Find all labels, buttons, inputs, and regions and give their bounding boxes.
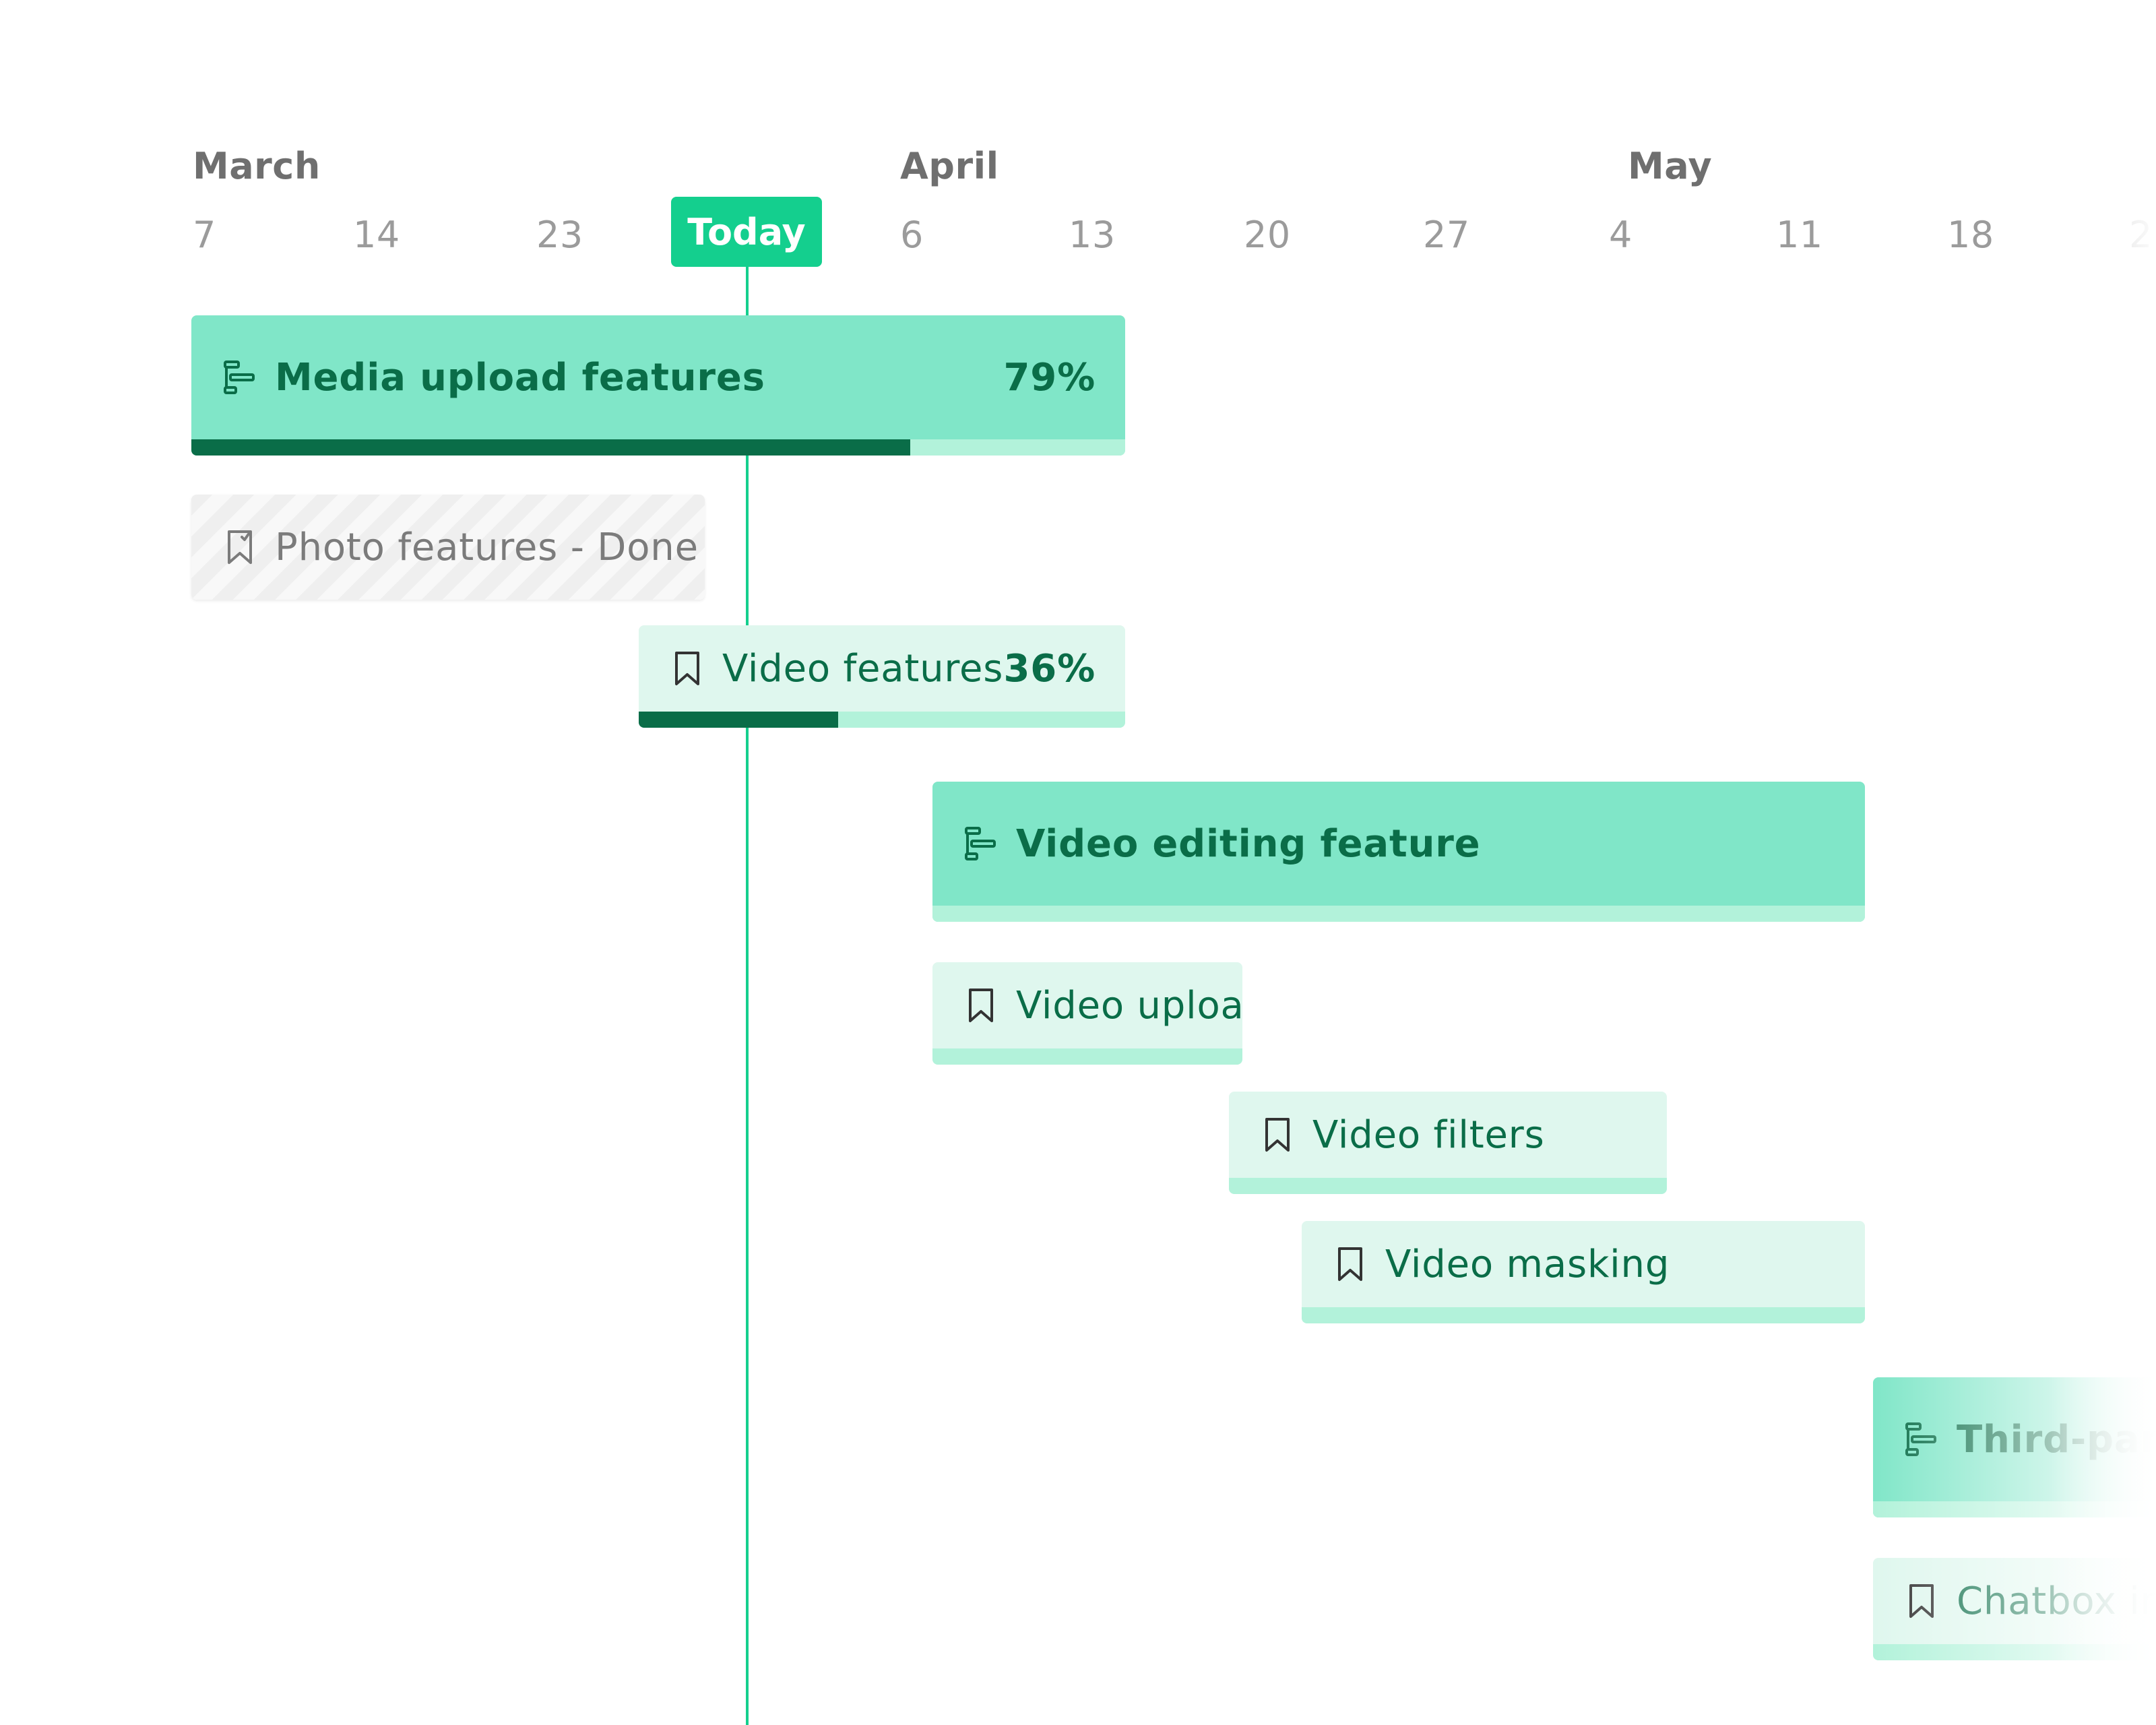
progress-fill [191, 439, 911, 456]
bookmark-check-icon [221, 525, 259, 569]
roadmap-icon [1903, 1417, 1940, 1462]
progress-track [1229, 1178, 1667, 1194]
progress-fill [639, 712, 839, 728]
progress-percent: 79% [1003, 355, 1096, 400]
story-bar-chatbox-in[interactable]: Chatbox in [1873, 1558, 2156, 1660]
story-bar-video-filters[interactable]: Video filters [1229, 1092, 1667, 1194]
story-bar-video-upload[interactable]: Video upload [932, 962, 1242, 1065]
story-label: Photo features - Done [275, 525, 699, 569]
progress-track [639, 712, 1125, 728]
story-bar-video-masking[interactable]: Video masking [1302, 1221, 1865, 1323]
bookmark-icon [1259, 1112, 1296, 1157]
timeline-day: 13 [1069, 214, 1116, 256]
story-label: Video filters [1312, 1112, 1545, 1157]
timeline-month-april: April [900, 145, 999, 187]
timeline-day: 14 [353, 214, 400, 256]
timeline-day: 7 [193, 214, 216, 256]
progress-track [191, 439, 1125, 456]
bookmark-icon [668, 646, 706, 691]
bookmark-icon [1903, 1579, 1940, 1623]
timeline-month-may: May [1628, 145, 1713, 187]
bookmark-icon [1331, 1242, 1369, 1286]
timeline-day: 11 [1776, 214, 1823, 256]
story-label: Video upload [1016, 983, 1242, 1028]
story-label: Video features [722, 646, 1004, 691]
epic-bar-video-editing-feature[interactable]: Video editing feature [932, 782, 1865, 922]
timeline-day: 2 [2129, 214, 2153, 256]
story-label: Video masking [1385, 1242, 1670, 1286]
timeline-day: 4 [1609, 214, 1632, 256]
story-label: Chatbox in [1957, 1579, 2156, 1623]
progress-percent: 36% [1003, 646, 1096, 691]
timeline-day: 27 [1423, 214, 1470, 256]
epic-bar-third-part[interactable]: Third-part [1873, 1377, 2156, 1517]
epic-label: Media upload features [275, 355, 765, 400]
timeline-month-march: March [193, 145, 321, 187]
timeline-day: 20 [1244, 214, 1291, 256]
today-marker[interactable]: Today [671, 197, 822, 267]
timeline-day: 18 [1947, 214, 1994, 256]
roadmap-icon [221, 355, 259, 400]
progress-track [1873, 1644, 2156, 1660]
timeline-day: 23 [536, 214, 583, 256]
today-line [746, 267, 749, 1725]
progress-track [1873, 1501, 2156, 1517]
bookmark-icon [962, 983, 1000, 1028]
epic-label: Video editing feature [1016, 821, 1481, 866]
story-bar-photo-features-done[interactable]: Photo features - Done [191, 495, 705, 600]
roadmap-icon [962, 821, 1000, 866]
timeline-day: 6 [900, 214, 924, 256]
progress-track [932, 1048, 1242, 1065]
story-bar-video-features[interactable]: Video features 36% [639, 625, 1125, 728]
epic-bar-media-upload-features[interactable]: Media upload features 79% [191, 315, 1125, 456]
progress-track [1302, 1307, 1865, 1323]
progress-track [932, 906, 1865, 922]
epic-label: Third-part [1957, 1417, 2156, 1462]
